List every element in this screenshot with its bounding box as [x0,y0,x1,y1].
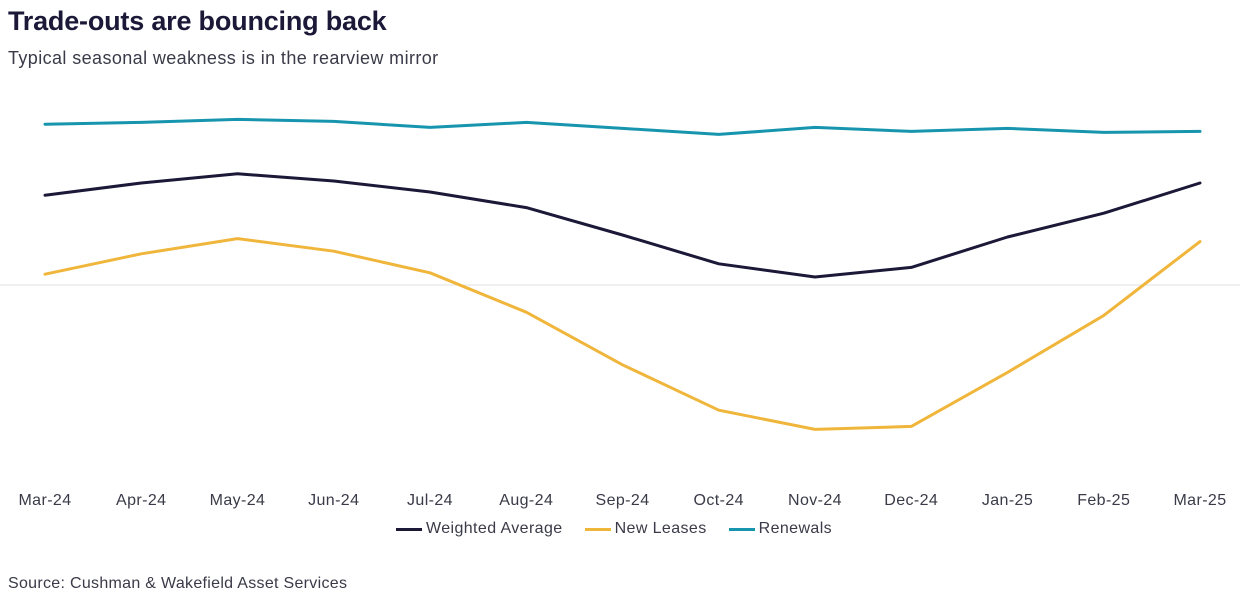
chart-title: Trade-outs are bouncing back [8,6,387,36]
x-tick-label: May-24 [210,492,266,509]
legend-item-renewals: Renewals [728,520,833,538]
legend-label-renewals: Renewals [758,520,833,537]
legend-swatch-weighted-average [396,527,422,531]
chart-subtitle: Typical seasonal weakness is in the rear… [8,48,439,68]
x-tick-label: Dec-24 [884,492,938,509]
x-tick-label: Jun-24 [308,492,359,509]
x-tick-label: Nov-24 [788,492,842,509]
x-axis-ticks: Mar-24 Apr-24 May-24 Jun-24 Jul-24 Aug-24 Sep-… [18,492,1226,509]
legend-swatch-renewals [728,527,755,531]
source-note: Source: Cushman & Wakefield Asset Servic… [8,575,348,592]
line-chart: Mar-24 Apr-24 May-24 Jun-24 Jul-24 Aug-24 Sep-… [0,117,1240,509]
x-tick-label: Mar-25 [1173,492,1226,509]
legend-swatch-new-leases [584,527,611,531]
x-tick-label: Feb-25 [1077,492,1130,509]
legend-item-new-leases: New Leases [584,520,707,538]
x-tick-label: Apr-24 [116,492,166,509]
x-tick-label: Jan-25 [982,492,1033,509]
x-tick-label: Mar-24 [18,492,71,509]
series-line-weighted-average [43,172,1202,279]
x-tick-label: Aug-24 [499,492,553,509]
series-layer [43,117,1202,431]
x-tick-label: Jul-24 [407,492,453,509]
chart-legend: Weighted Average New Leases Renewals [396,520,854,538]
series-line-renewals [43,117,1202,136]
x-tick-label: Oct-24 [694,492,744,509]
legend-label-new-leases: New Leases [614,520,707,537]
series-line-new-leases [43,237,1202,431]
legend-item-weighted-average: Weighted Average [396,520,563,538]
x-tick-label: Sep-24 [596,492,650,509]
legend-label-weighted-average: Weighted Average [426,520,563,537]
